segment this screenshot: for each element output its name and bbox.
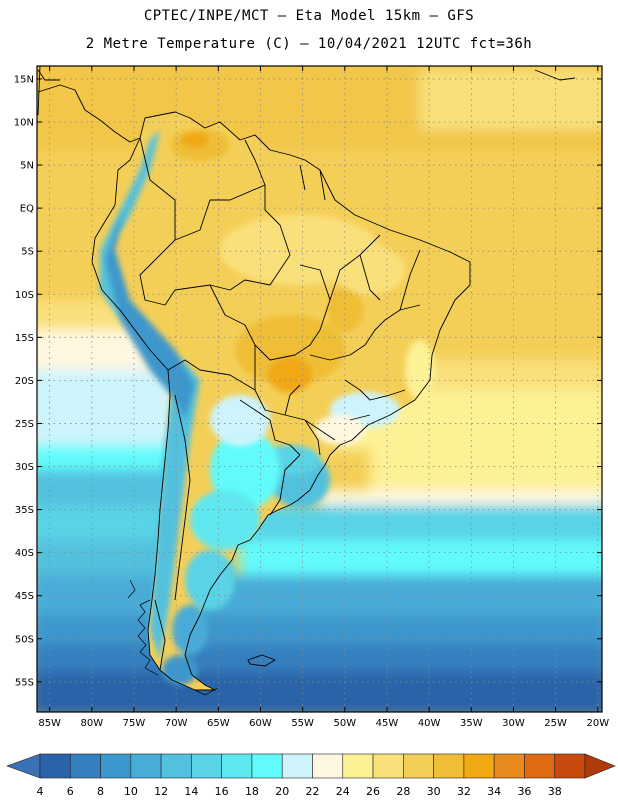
lon-tick-label: 40W — [418, 718, 441, 729]
chile-islands — [127, 579, 219, 696]
lon-tick-label: 60W — [249, 718, 272, 729]
lon-tick-label: 30W — [502, 718, 525, 729]
frame-ticks — [37, 66, 602, 712]
lon-tick-label: 25W — [544, 718, 567, 729]
lon-tick-label: 20W — [586, 718, 609, 729]
lat-tick-label: 5S — [21, 247, 34, 258]
colorbar-high-arrow — [584, 753, 616, 779]
longitude-labels: 85W 80W 75W 70W 65W 60W 55W 50W 45W 40W 35W 30W 25W 2… — [38, 718, 609, 729]
lat-tick-label: 5N — [20, 161, 34, 172]
colorbar-swatch — [39, 753, 71, 779]
colorbar-label: 18 — [245, 785, 259, 798]
colorbar-label: 38 — [548, 785, 562, 798]
lat-tick-label: 10S — [15, 290, 34, 301]
colorbar-swatch — [221, 753, 253, 779]
lat-tick-label: 15N — [14, 74, 34, 85]
colorbar-swatch — [312, 753, 344, 779]
lat-tick-label: 40S — [15, 548, 34, 559]
colorbar-swatch — [100, 753, 132, 779]
lon-tick-label: 80W — [81, 718, 104, 729]
lat-tick-label: 30S — [15, 462, 34, 473]
lon-tick-label: 50W — [333, 718, 356, 729]
lat-tick-label: 15S — [15, 333, 34, 344]
map-title-line-2: 2 Metre Temperature (C) – 10/04/2021 12U… — [85, 36, 533, 52]
colorbar-swatch — [433, 753, 465, 779]
colorbar-swatch — [160, 753, 192, 779]
colorbar-label: 34 — [487, 785, 501, 798]
colorbar-label: 10 — [124, 785, 138, 798]
lon-tick-label: 65W — [207, 718, 230, 729]
colorbar-label: 4 — [37, 785, 44, 798]
colorbar-low-arrow — [6, 753, 41, 779]
colorbar-label: 26 — [366, 785, 380, 798]
colorbar-swatch — [524, 753, 556, 779]
lon-tick-label: 70W — [165, 718, 188, 729]
colorbar-swatch — [342, 753, 374, 779]
colorbar-swatch — [281, 753, 313, 779]
colorbar-label: 16 — [215, 785, 229, 798]
colorbar-label: 20 — [275, 785, 289, 798]
lon-tick-label: 45W — [376, 718, 399, 729]
graticule — [37, 66, 602, 712]
colorbar-label: 6 — [67, 785, 74, 798]
lat-tick-label: 45S — [15, 591, 34, 602]
colorbar-swatch — [403, 753, 434, 779]
colorbar-swatch — [69, 753, 101, 779]
lat-tick-label: 20S — [15, 376, 34, 387]
colorbar: 4 6 8 10 12 14 16 18 20 22 24 26 28 30 32 34 36 38 — [6, 753, 616, 798]
colorbar-swatch — [251, 753, 283, 779]
lat-tick-label: 50S — [15, 634, 34, 645]
colorbar-label: 22 — [306, 785, 320, 798]
colorbar-label: 12 — [154, 785, 168, 798]
colorbar-label: 30 — [427, 785, 441, 798]
lat-tick-label: 35S — [15, 505, 34, 516]
colorbar-swatch — [493, 753, 525, 779]
colorbar-label: 36 — [517, 785, 531, 798]
colorbar-label: 28 — [396, 785, 410, 798]
colorbar-label: 24 — [336, 785, 350, 798]
colorbar-label: 32 — [457, 785, 471, 798]
colorbar-label: 8 — [97, 785, 104, 798]
colorbar-swatch — [191, 753, 222, 779]
lon-tick-label: 35W — [460, 718, 483, 729]
coastlines-and-borders — [37, 66, 576, 691]
lon-tick-label: 55W — [291, 718, 314, 729]
lat-tick-label: EQ — [20, 204, 34, 215]
colorbar-swatch — [130, 753, 162, 779]
colorbar-swatch — [372, 753, 404, 779]
lat-tick-label: 25S — [15, 419, 34, 430]
colorbar-swatch — [554, 753, 586, 779]
temperature-field — [37, 66, 602, 712]
map-frame — [36, 65, 603, 713]
lon-tick-label: 75W — [123, 718, 146, 729]
colorbar-swatch — [463, 753, 495, 779]
lon-tick-label: 85W — [38, 718, 61, 729]
lat-tick-label: 55S — [15, 677, 34, 688]
colorbar-label: 14 — [184, 785, 198, 798]
map-title-line-1: CPTEC/INPE/MCT – Eta Model 15km – GFS — [143, 8, 475, 24]
latitude-labels: 15N 10N 5N EQ 5S 10S 15S 20S 25S 30S 35S 40S 45S 50S 5… — [14, 74, 34, 688]
lat-tick-label: 10N — [14, 117, 34, 128]
